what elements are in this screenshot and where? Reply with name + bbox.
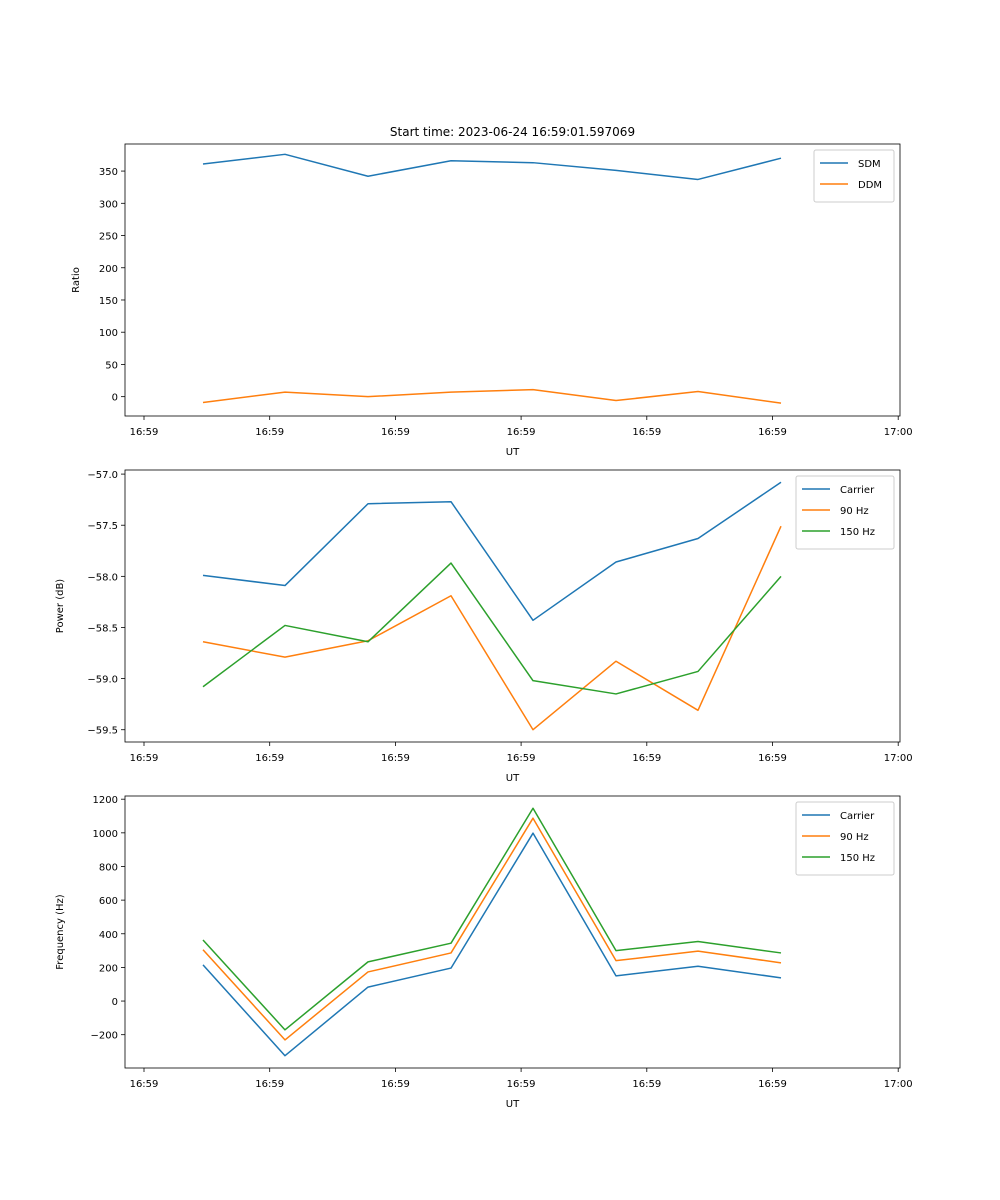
power-x-tick-label: 16:59 xyxy=(507,753,536,764)
ratio-x-tick-label: 16:59 xyxy=(130,427,159,438)
power-x-tick-label: 16:59 xyxy=(130,753,159,764)
frequency-y-tick-label: 600 xyxy=(99,896,118,907)
power-y-tick-label: −59.5 xyxy=(87,726,118,737)
frequency-x-tick-label: 16:59 xyxy=(632,1079,661,1090)
power-series-carrier-line xyxy=(202,481,782,622)
frequency-y-tick-label: 800 xyxy=(99,862,118,873)
ratio-legend-box xyxy=(813,149,895,203)
frequency-y-tick-label: −200 xyxy=(91,1031,118,1042)
frequency-legend-label: 150 Hz xyxy=(840,853,875,864)
frequency-x-tick-label: 16:59 xyxy=(381,1079,410,1090)
ratio-x-tick-label: 16:59 xyxy=(255,427,284,438)
power-panel: 16:59 16:59 16:59 16:59 16:59 16:59 17:00 −59.5… xyxy=(55,469,913,784)
power-y-axis-label: Power (dB) xyxy=(55,579,66,634)
ratio-chart-title: Start time: 2023-06-24 16:59:01.597069 xyxy=(390,125,635,139)
power-y-tick-label: −58.5 xyxy=(87,623,118,634)
power-x-tick-label: 16:59 xyxy=(758,753,787,764)
frequency-x-tick-label: 16:59 xyxy=(130,1079,159,1090)
ratio-x-tick-label: 17:00 xyxy=(884,427,913,438)
ratio-series-sdm-line xyxy=(202,153,782,181)
frequency-series-carrier-line xyxy=(202,832,782,1057)
ratio-x-tick-label: 16:59 xyxy=(632,427,661,438)
ratio-x-tick-label: 16:59 xyxy=(758,427,787,438)
power-y-tick-label: −59.0 xyxy=(87,675,118,686)
ratio-legend-label: SDM xyxy=(858,159,881,170)
ratio-axes-frame xyxy=(124,143,901,417)
ratio-panel: 16:59 16:59 16:59 16:59 16:59 16:59 17:00 0 50 10… xyxy=(71,125,913,458)
ratio-y-axis-label: Ratio xyxy=(71,267,82,293)
frequency-y-axis-label: Frequency (Hz) xyxy=(55,894,66,970)
frequency-legend-label: Carrier xyxy=(840,811,875,822)
power-legend-label: Carrier xyxy=(840,485,875,496)
frequency-y-tick-label: 200 xyxy=(99,963,118,974)
power-legend: Carrier 90 Hz 150 Hz xyxy=(795,475,895,550)
frequency-y-tick-label: 1200 xyxy=(93,795,118,806)
ratio-legend: SDM DDM xyxy=(813,149,895,203)
ratio-y-tick-label: 0 xyxy=(112,393,118,404)
frequency-x-axis-label: UT xyxy=(506,1099,520,1110)
ratio-y-tick-label: 350 xyxy=(99,167,118,178)
power-x-tick-label: 16:59 xyxy=(381,753,410,764)
frequency-legend-label: 90 Hz xyxy=(840,832,869,843)
power-x-tick-label: 16:59 xyxy=(632,753,661,764)
ratio-y-tick-label: 50 xyxy=(105,360,118,371)
ratio-x-axis-label: UT xyxy=(506,447,520,458)
ratio-x-tick-label: 16:59 xyxy=(381,427,410,438)
power-x-tick-label: 17:00 xyxy=(884,753,913,764)
frequency-y-tick-label: 400 xyxy=(99,930,118,941)
frequency-legend: Carrier 90 Hz 150 Hz xyxy=(795,801,895,876)
power-axes-frame xyxy=(124,469,901,743)
power-x-axis-label: UT xyxy=(506,773,520,784)
frequency-series-90-hz-line xyxy=(202,817,782,1041)
ratio-series-ddm-line xyxy=(202,388,782,404)
power-series-150-hz-line xyxy=(202,562,782,695)
ratio-y-tick-label: 200 xyxy=(99,264,118,275)
frequency-axes-frame xyxy=(124,795,901,1069)
power-x-tick-label: 16:59 xyxy=(255,753,284,764)
frequency-y-tick-label: 0 xyxy=(112,997,118,1008)
frequency-panel: 16:59 16:59 16:59 16:59 16:59 16:59 17:00 −200 0… xyxy=(55,795,913,1110)
frequency-series-150-hz-line xyxy=(202,807,782,1031)
power-y-tick-label: −57.5 xyxy=(87,521,118,532)
power-series-90-hz-line xyxy=(202,525,782,731)
ratio-y-tick-label: 300 xyxy=(99,199,118,210)
ratio-x-tick-label: 16:59 xyxy=(507,427,536,438)
power-y-tick-label: −58.0 xyxy=(87,572,118,583)
frequency-x-tick-label: 16:59 xyxy=(758,1079,787,1090)
power-y-tick-label: −57.0 xyxy=(87,470,118,481)
frequency-x-tick-label: 16:59 xyxy=(255,1079,284,1090)
power-legend-label: 150 Hz xyxy=(840,527,875,538)
ratio-y-tick-label: 250 xyxy=(99,232,118,243)
ratio-y-tick-label: 100 xyxy=(99,328,118,339)
ratio-y-tick-label: 150 xyxy=(99,296,118,307)
ratio-legend-label: DDM xyxy=(858,180,882,191)
frequency-x-tick-label: 17:00 xyxy=(884,1079,913,1090)
power-legend-label: 90 Hz xyxy=(840,506,869,517)
frequency-y-tick-label: 1000 xyxy=(93,829,118,840)
frequency-x-tick-label: 16:59 xyxy=(507,1079,536,1090)
